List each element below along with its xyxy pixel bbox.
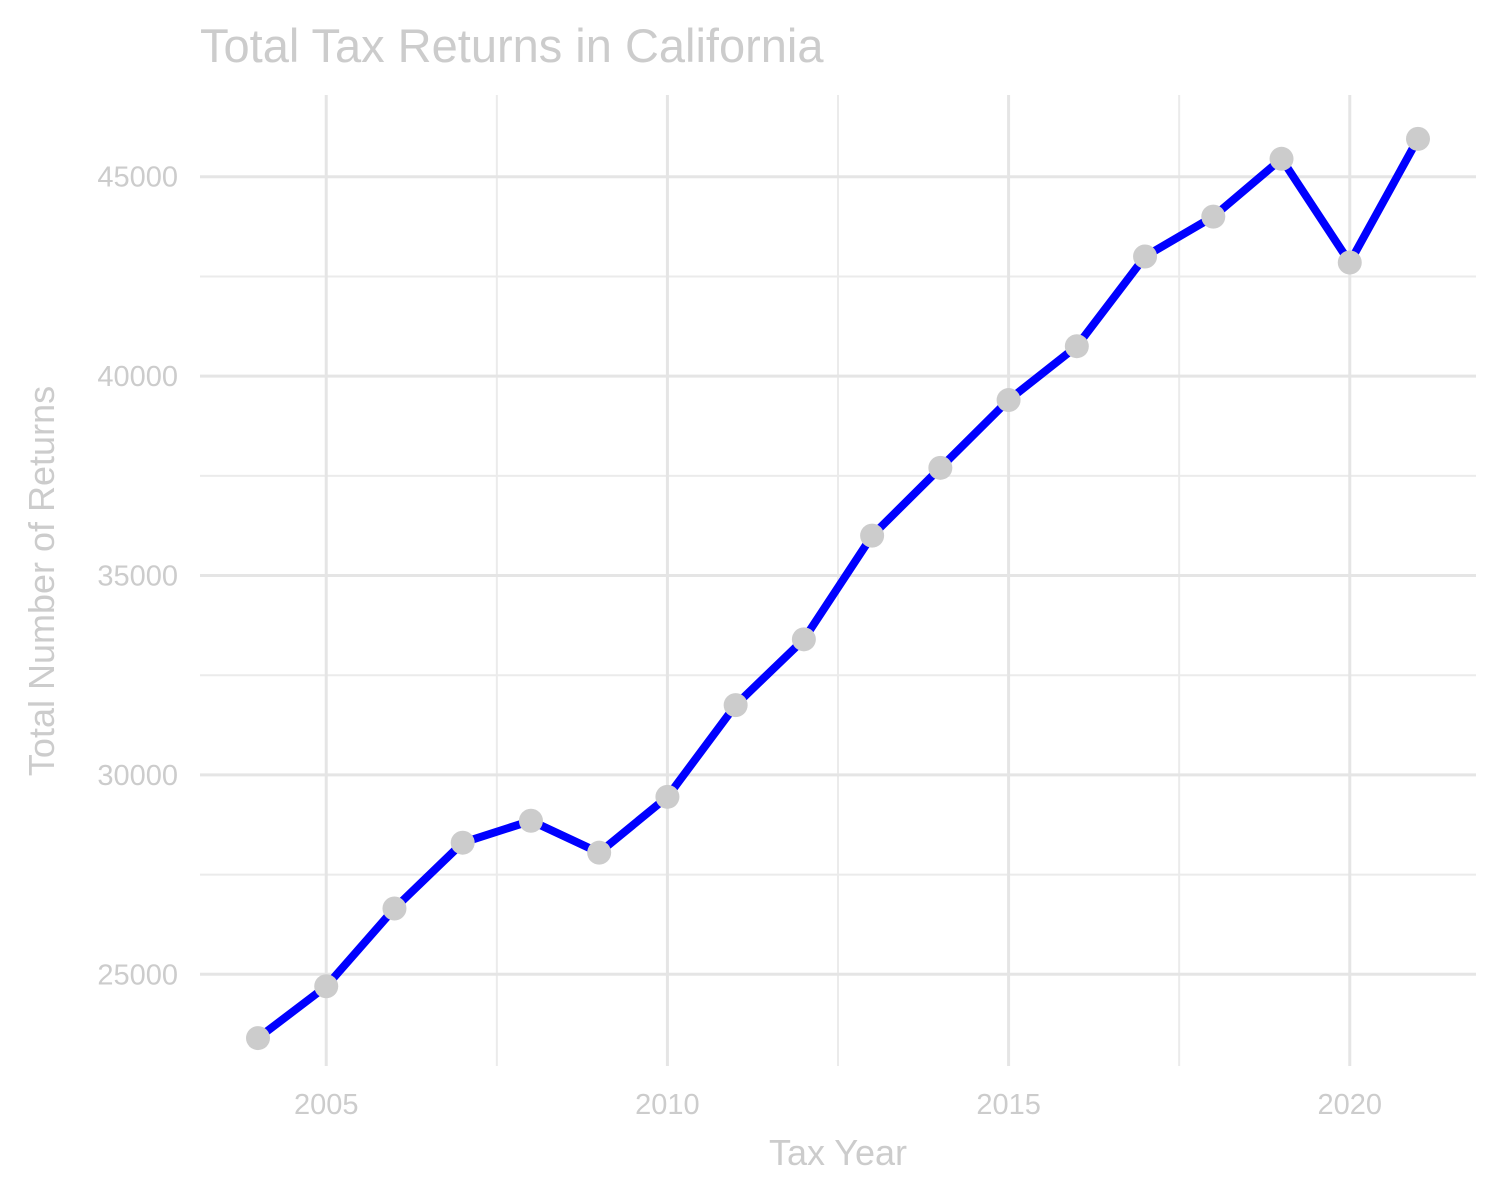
data-point: [723, 693, 748, 718]
x-tick-label: 2015: [976, 1089, 1041, 1121]
data-point: [246, 1026, 270, 1051]
x-tick-label: 2020: [1318, 1089, 1383, 1121]
data-point: [655, 784, 680, 809]
x-axis-title: Tax Year: [769, 1132, 907, 1173]
y-tick-label: 25000: [97, 959, 178, 991]
data-point: [1269, 146, 1294, 171]
series-line: [254, 134, 1422, 1043]
data-point: [314, 974, 339, 999]
data-point: [860, 523, 885, 548]
series-lines: [254, 134, 1422, 1043]
x-tick-label: 2010: [635, 1089, 700, 1121]
y-tick-label: 30000: [97, 760, 178, 792]
y-tick-label: 35000: [97, 561, 178, 593]
chart-title: Total Tax Returns in California: [200, 19, 824, 72]
data-point: [450, 830, 475, 855]
y-tick-label: 40000: [97, 361, 178, 393]
data-point: [996, 388, 1021, 413]
y-axis-title: Total Number of Returns: [21, 386, 62, 776]
data-point: [791, 627, 816, 652]
data-point: [1337, 250, 1362, 275]
y-tick-label: 45000: [97, 162, 178, 194]
data-point: [1064, 334, 1089, 359]
data-point: [587, 840, 612, 865]
data-point: [1201, 204, 1226, 229]
x-tick-label: 2005: [294, 1089, 359, 1121]
data-point: [928, 455, 953, 480]
data-point: [382, 896, 407, 921]
data-points: [246, 126, 1430, 1051]
data-point: [518, 808, 543, 833]
tick-labels: 2005 2010 2015 2020 25000 30000 35000 40000 4500…: [97, 162, 1382, 1121]
data-point: [1406, 126, 1430, 151]
data-point: [1133, 244, 1158, 269]
